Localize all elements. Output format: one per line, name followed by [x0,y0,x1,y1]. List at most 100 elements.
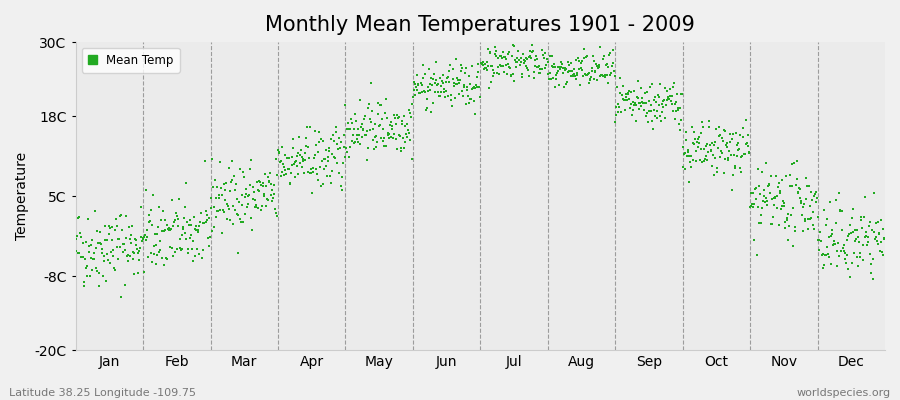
Point [638,90,652,96]
Point [368,134,382,140]
Point [111,236,125,242]
Point [265,198,279,204]
Point [310,149,325,156]
Point [652,94,666,100]
Point [229,181,243,188]
Point [858,234,872,240]
Point [573,65,588,72]
Point [230,250,245,257]
Point [320,158,335,165]
Point [366,137,381,144]
Point [621,90,635,96]
Point [607,67,621,74]
Point [211,208,225,214]
Point [137,233,151,240]
Point [340,126,355,132]
Point [836,245,850,251]
Point [654,108,669,115]
Point [696,124,710,130]
Point [749,196,763,202]
Point [537,55,552,61]
Point [396,134,410,141]
Point [300,142,314,149]
Point [452,91,466,98]
Point [623,104,637,111]
Point [225,177,239,183]
Point [771,180,786,186]
Point [634,99,649,105]
Point [689,139,704,146]
Point [272,149,286,156]
Point [423,86,437,93]
Point [355,134,369,140]
Point [253,179,267,186]
Point [329,128,344,135]
Point [626,98,640,105]
Point [788,182,803,188]
Point [345,138,359,144]
Point [284,162,299,168]
Y-axis label: Temperature: Temperature [15,152,29,240]
Point [787,243,801,249]
Point [292,134,306,140]
Point [709,165,724,172]
Point [532,70,546,76]
Point [411,81,426,88]
Point [257,171,272,177]
Point [317,156,331,162]
Point [513,62,527,68]
Point [343,126,357,132]
Point [171,223,185,230]
Point [216,180,230,187]
Point [838,250,852,256]
Point [429,58,444,65]
Point [491,64,505,71]
Point [223,216,238,223]
Point [659,102,673,108]
Point [631,78,645,85]
Point [799,175,814,181]
Point [210,208,224,214]
Point [104,249,118,256]
Point [814,238,829,244]
Point [228,207,242,213]
Point [108,227,122,233]
Point [252,178,266,184]
Point [135,236,149,243]
Point [386,135,400,142]
Point [754,212,769,219]
Point [800,226,814,232]
Point [178,235,193,242]
Point [542,76,556,82]
Point [875,249,889,256]
Point [547,60,562,67]
Point [846,229,860,236]
Point [601,80,616,86]
Point [348,138,363,145]
Point [248,204,262,210]
Point [495,55,509,62]
Point [371,99,385,106]
Point [747,236,761,243]
Point [609,104,624,110]
Point [770,184,785,190]
Point [582,80,597,86]
Point [158,227,172,233]
Point [662,94,676,100]
Point [399,139,413,145]
Point [148,230,162,237]
Point [806,193,821,199]
Point [640,88,654,95]
Point [206,224,220,230]
Point [561,69,575,75]
Point [289,158,303,165]
Point [184,232,199,238]
Point [546,64,561,70]
Point [790,176,805,182]
Point [648,112,662,119]
Point [288,174,302,180]
Point [445,102,459,109]
Point [217,209,231,215]
Point [632,106,646,112]
Point [194,255,209,261]
